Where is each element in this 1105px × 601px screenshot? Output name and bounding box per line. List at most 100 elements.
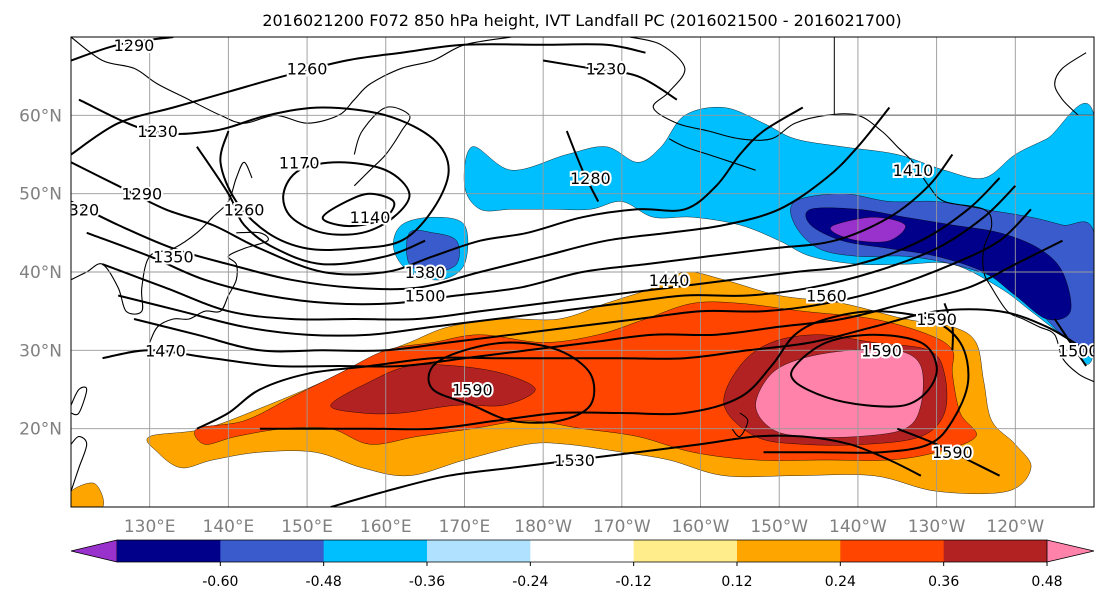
latitude-labels: 20°N 30°N 40°N 50°N 60°N [19,106,62,439]
colorbar-tick-label: -0.36 [409,574,445,590]
coastline-7 [668,138,756,171]
longitude-labels: 130°E 140°E 150°E 160°E 170°E 180°W 170°W 160°W… [124,517,1045,537]
contour-label: 1280 [570,169,611,188]
contour-label: 1140 [350,208,391,227]
height-contour-1590 [790,333,938,408]
coastline-4 [71,386,88,416]
height-contour-1590 [427,341,596,424]
longitude-label: 140°E [203,517,255,537]
longitude-label: 180°W [514,517,572,537]
contour-label: 1290 [114,36,155,55]
longitude-label: 150°W [750,517,808,537]
colorbar-tick-label: 0.12 [721,574,752,590]
height-contour-1590 [943,302,954,351]
height-contour-1290 [71,106,804,276]
coastline-9 [731,412,749,438]
height-contour-1230 [543,59,678,101]
colorbar-tick-label: -0.24 [512,574,548,590]
colorbar-bin [323,540,428,562]
height-contour-1230 [78,98,450,251]
contour-label: 1290 [121,185,162,204]
colorbar-bin [427,540,531,562]
contour-label: 1350 [153,247,194,266]
height-contour-1320 [71,106,891,291]
contour-label: 1410 [893,161,934,180]
height-contour-1560 [259,310,970,454]
height-contour-1470 [102,239,1063,368]
height-contour-1380 [102,177,1001,321]
colorbar-bin [633,540,738,562]
colorbar-extend-high [1046,539,1095,563]
colorbar-tick-label: 0.24 [825,574,856,590]
latitude-label: 50°N [19,185,62,205]
coastline-6 [629,37,1094,383]
coastline-0 [71,37,512,124]
latitude-label: 30°N [19,341,62,361]
height-contour-1140 [321,192,396,227]
colorbar-tick-label: 0.36 [928,574,959,590]
colorbar-tick-label: -0.60 [202,574,238,590]
contour-label: 1470 [145,341,186,360]
colorbar-tick-label: 0.48 [1031,574,1062,590]
contour-label: 1230 [586,59,627,78]
contour-label: 1530 [554,451,595,470]
contour-label: 1590 [916,310,957,329]
coastline-8 [1054,52,1087,116]
contour-label: 1590 [932,443,973,462]
contour-label: 1260 [287,59,328,78]
colorbar-bin [530,540,635,562]
contour-label: 1260 [224,200,265,219]
height-contour-1410 [117,185,1017,337]
colorbar-tick-labels: -0.60 -0.48 -0.36 -0.24 -0.12 0.12 0.24 0.36 0.4… [202,562,1063,590]
height-contour-1280 [565,130,600,202]
colorbar-outline [117,539,1047,563]
latitude-label: 20°N [19,420,62,440]
longitude-label: 130°E [124,517,176,537]
height-contour-1500 [196,308,1087,430]
colorbar-tick-label: -0.12 [616,574,652,590]
height-contour-1350 [86,153,954,306]
colorbar [70,539,1095,563]
contour-label: 1560 [806,287,847,306]
contour-label: 1500 [1058,341,1099,360]
colorbar-bin [117,540,221,562]
contour-label: 1380 [405,263,446,282]
height-contour-1290 [71,37,174,62]
colorbar-bin [840,540,945,562]
longitude-label: 160°E [360,517,412,537]
longitude-label: 160°W [672,517,730,537]
height-contour-1530 [330,434,922,507]
longitude-label: 150°E [281,517,333,537]
colorbar-bin [220,540,325,562]
height-contour-1590 [896,427,1001,477]
height-contour-1260 [196,146,426,266]
ivt-region-1 [71,482,104,507]
coastline-1 [353,106,411,187]
longitude-label: 170°W [593,517,651,537]
coastline-5 [71,435,88,492]
longitude-label: 130°W [908,517,966,537]
contour-label: 1170 [279,153,320,172]
contour-label: 1590 [452,381,493,400]
longitude-label: 140°W [829,517,887,537]
map-title: 2016021200 F072 850 hPa height, IVT Land… [262,11,901,30]
contour-label: 1590 [861,341,902,360]
longitude-label: 170°E [439,517,491,537]
colorbar-extend-low [70,539,118,563]
latitude-label: 40°N [19,263,62,283]
colorbar-tick-label: -0.48 [306,574,342,590]
longitude-label: 120°W [986,517,1044,537]
height-contour-1260 [71,43,646,156]
contour-label: 1230 [137,122,178,141]
contour-label: 1500 [405,287,446,306]
contour-labels: 1140 1170 1230 1260 1290 1230 1260 1290 1280 1320… [71,36,1099,472]
height-contour-1440 [133,208,1032,353]
map-border [70,36,1095,508]
map-panel: 1140 1170 1230 1260 1290 1230 1260 1290 1280 1320… [70,36,1099,508]
colorbar-bin [943,540,1048,562]
colorbar-bin [737,540,841,562]
height-contour-1170 [282,161,411,236]
height-contour-1500 [1053,318,1087,367]
contour-label: 1440 [649,271,690,290]
